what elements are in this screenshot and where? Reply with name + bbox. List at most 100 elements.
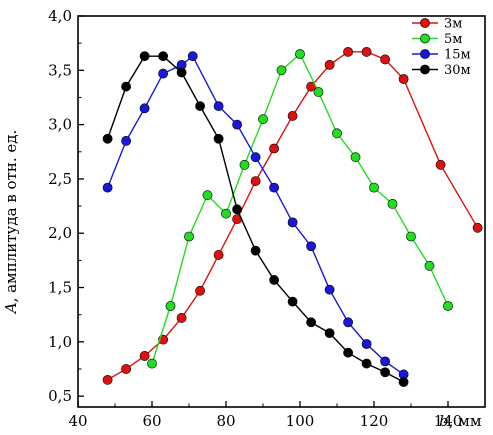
data-point xyxy=(343,46,353,57)
data-point xyxy=(139,351,150,361)
y-tick-label: 1,0 xyxy=(48,333,72,351)
data-point xyxy=(295,49,305,59)
data-point xyxy=(361,339,372,349)
x-tick-label: 120 xyxy=(360,412,389,430)
data-point xyxy=(176,67,187,78)
data-point xyxy=(158,51,168,62)
data-point xyxy=(306,241,316,252)
data-point xyxy=(361,46,372,57)
data-point xyxy=(387,198,398,209)
data-point xyxy=(369,182,379,193)
data-point xyxy=(269,275,279,285)
series-line xyxy=(106,55,405,375)
data-point xyxy=(406,231,416,242)
y-tick-label: 2,0 xyxy=(48,224,72,242)
legend-item: 30м xyxy=(412,63,471,78)
data-point xyxy=(435,159,446,170)
data-point xyxy=(102,182,113,193)
y-axis-label: , амплитуда в отн. ед. xyxy=(2,130,20,303)
y-tick-label: 0,5 xyxy=(48,387,72,405)
data-point xyxy=(258,114,268,125)
x-tick-label: 80 xyxy=(216,412,235,430)
data-point xyxy=(121,81,131,92)
data-point xyxy=(202,190,213,201)
data-point xyxy=(269,143,279,154)
legend-label: 5м xyxy=(444,32,462,47)
data-point xyxy=(139,51,150,62)
legend-marker xyxy=(420,64,430,75)
data-point xyxy=(102,374,113,385)
series-0 xyxy=(102,46,483,385)
data-point xyxy=(213,133,224,144)
data-point xyxy=(398,377,409,387)
data-point xyxy=(250,176,261,186)
legend-label: 15м xyxy=(444,48,471,63)
series-layer xyxy=(102,46,483,387)
y-tick-label: 1,5 xyxy=(48,279,72,297)
series-2 xyxy=(102,51,409,380)
data-point xyxy=(287,217,298,228)
data-point xyxy=(332,128,342,139)
data-point xyxy=(121,364,131,374)
data-point xyxy=(350,152,361,163)
data-point xyxy=(232,119,242,130)
legend-item: 15м xyxy=(412,48,471,63)
data-point xyxy=(213,101,224,112)
data-point xyxy=(324,59,335,70)
data-point xyxy=(287,296,298,307)
series-1 xyxy=(147,49,453,369)
data-point xyxy=(343,347,353,358)
data-point xyxy=(472,222,483,233)
data-point xyxy=(343,317,353,328)
legend-marker xyxy=(420,49,430,59)
axis-ticks: 40 60 80 100 120 140 0,5 1,0 1,5 2,0 2,5 3,0 3,5 4,0 xyxy=(48,7,462,430)
data-point xyxy=(165,301,176,311)
data-point xyxy=(313,87,324,97)
data-point xyxy=(232,204,242,215)
data-point xyxy=(324,284,335,295)
data-point xyxy=(250,152,261,163)
data-point xyxy=(380,54,390,65)
legend-marker xyxy=(420,33,430,44)
legend-item: 3м xyxy=(412,17,462,32)
data-point xyxy=(324,328,335,339)
series-line xyxy=(106,55,404,383)
data-point xyxy=(269,182,279,193)
data-point xyxy=(195,285,205,296)
series-3 xyxy=(102,51,409,387)
data-point xyxy=(195,101,205,112)
x-axis-variable: b xyxy=(439,412,449,430)
y-tick-label: 4,0 xyxy=(48,7,72,25)
data-point xyxy=(250,245,261,256)
legend-label: 3м xyxy=(444,17,462,32)
data-point xyxy=(102,133,113,144)
data-point xyxy=(158,68,168,79)
data-point xyxy=(187,51,198,62)
y-tick-label: 2,5 xyxy=(48,170,72,188)
x-tick-label: 100 xyxy=(286,412,315,430)
data-point xyxy=(213,250,224,260)
plot-frame xyxy=(77,15,486,408)
y-tick-label: 3,0 xyxy=(48,116,72,134)
legend-label: 30м xyxy=(444,63,471,78)
data-point xyxy=(306,317,316,328)
x-tick-label: 60 xyxy=(142,412,161,430)
x-tick-label: 40 xyxy=(68,412,87,430)
data-point xyxy=(276,65,287,76)
legend-marker xyxy=(420,18,430,28)
data-point xyxy=(147,358,157,369)
data-point xyxy=(287,111,298,121)
x-axis-title: b, мм xyxy=(439,412,482,430)
data-point xyxy=(221,208,231,219)
data-point xyxy=(184,231,194,242)
data-point xyxy=(398,74,409,84)
data-point xyxy=(380,367,390,378)
y-axis-variable: A xyxy=(2,302,20,315)
legend-item: 5м xyxy=(412,32,462,47)
data-point xyxy=(176,313,187,323)
data-point xyxy=(443,301,453,311)
data-point xyxy=(380,356,390,367)
